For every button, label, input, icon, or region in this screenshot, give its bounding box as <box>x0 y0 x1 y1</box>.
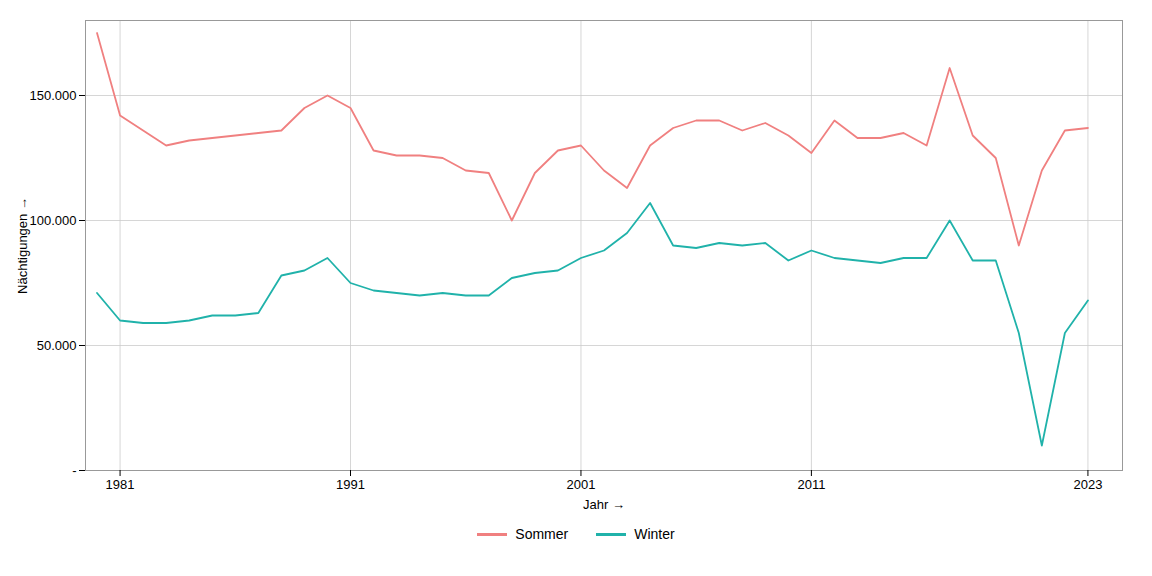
svg-text:Nächtigungen →: Nächtigungen → <box>15 197 30 294</box>
svg-text:150.000: 150.000 <box>30 88 77 103</box>
svg-text:1991: 1991 <box>336 477 365 492</box>
svg-text:Jahr →: Jahr → <box>583 497 625 512</box>
html-text:Winter: Winter <box>634 526 675 542</box>
svg-text:-: - <box>72 463 76 478</box>
svg-text:2011: 2011 <box>797 477 825 492</box>
svg-text:1981: 1981 <box>106 477 135 492</box>
html-text:Sommer: Sommer <box>515 526 569 542</box>
svg-text:50.000: 50.000 <box>37 338 77 353</box>
svg-text:2001: 2001 <box>566 477 595 492</box>
svg-text:100.000: 100.000 <box>30 213 77 228</box>
svg-text:2023: 2023 <box>1073 477 1102 492</box>
